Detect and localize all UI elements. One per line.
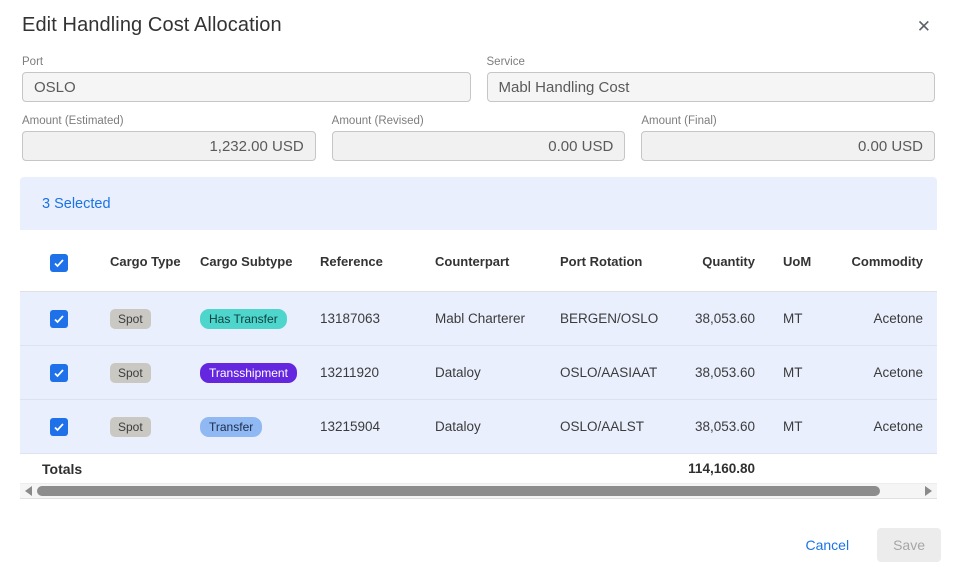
reference-cell: 13187063 — [320, 311, 381, 326]
row-checkbox-cell — [20, 363, 110, 382]
port-rotation-cell: OSLO/AALST — [560, 419, 645, 434]
col-header-reference: Reference — [320, 254, 383, 270]
table-header-row: Cargo Type Cargo Subtype Reference Count… — [20, 234, 937, 292]
cargo-type-cell: Spot — [110, 308, 200, 329]
allocation-table: 3 Selected Cargo Type Cargo Subtype Refe… — [20, 177, 937, 499]
selection-summary: 3 Selected — [42, 195, 111, 212]
row-checkbox[interactable] — [50, 417, 68, 436]
amount-final-input[interactable] — [641, 131, 936, 161]
counterpart-cell: Dataloy — [435, 419, 481, 434]
close-icon[interactable]: ✕ — [911, 14, 937, 39]
scroll-left-icon[interactable] — [25, 486, 32, 496]
service-label: Service — [486, 56, 525, 68]
port-field-group: Port — [22, 56, 471, 102]
uom-cell: MT — [783, 311, 803, 326]
commodity-cell: Acetone — [873, 311, 923, 326]
totals-label: Totals — [42, 460, 83, 477]
table-row[interactable]: Spot Transfer 13215904 Dataloy OSLO/AALS… — [20, 400, 937, 454]
service-input[interactable] — [486, 72, 935, 102]
amount-estimated-group: Amount (Estimated) — [22, 115, 316, 161]
amount-estimated-input[interactable] — [22, 131, 316, 161]
counterpart-cell: Dataloy — [435, 365, 481, 380]
amount-revised-label: Amount (Revised) — [331, 115, 424, 127]
col-header-cargo-subtype: Cargo Subtype — [200, 254, 293, 270]
cargo-subtype-cell: Transshipment — [200, 362, 320, 383]
col-header-quantity: Quantity — [702, 254, 755, 270]
select-all-checkbox[interactable] — [50, 253, 68, 272]
commodity-cell: Acetone — [873, 419, 923, 434]
cargo-type-badge: Spot — [110, 362, 151, 383]
dialog-title: Edit Handling Cost Allocation — [22, 14, 282, 36]
totals-row: Totals 114,160.80 — [20, 454, 937, 483]
cargo-type-cell: Spot — [110, 416, 200, 437]
table-row[interactable]: Spot Has Transfer 13187063 Mabl Chartere… — [20, 292, 937, 346]
row-checkbox[interactable] — [50, 363, 68, 382]
scrollbar-thumb[interactable] — [37, 486, 880, 496]
port-label: Port — [22, 56, 44, 68]
port-rotation-cell: OSLO/AASIAAT — [560, 365, 658, 380]
port-rotation-cell: BERGEN/OSLO — [560, 311, 659, 326]
cargo-type-badge: Spot — [110, 416, 151, 437]
uom-cell: MT — [783, 365, 803, 380]
form-row-port-service: Port Service — [0, 56, 957, 102]
amount-estimated-label: Amount (Estimated) — [22, 115, 124, 127]
cargo-subtype-badge: Has Transfer — [200, 308, 287, 329]
scrollbar-track[interactable] — [37, 484, 920, 498]
scroll-right-icon[interactable] — [925, 486, 932, 496]
col-header-uom: UoM — [783, 254, 812, 270]
horizontal-scrollbar[interactable] — [20, 483, 937, 499]
reference-cell: 13215904 — [320, 419, 381, 434]
counterpart-cell: Mabl Charterer — [435, 311, 526, 326]
amount-final-label: Amount (Final) — [641, 115, 717, 127]
row-checkbox-cell — [20, 417, 110, 436]
reference-cell: 13211920 — [320, 365, 380, 380]
amount-revised-input[interactable] — [331, 131, 626, 161]
dialog-header: Edit Handling Cost Allocation ✕ — [0, 0, 957, 39]
table-row[interactable]: Spot Transshipment 13211920 Dataloy OSLO… — [20, 346, 937, 400]
cancel-button[interactable]: Cancel — [805, 537, 850, 553]
quantity-cell: 38,053.60 — [694, 419, 755, 434]
row-checkbox-cell — [20, 309, 110, 328]
cargo-subtype-badge: Transshipment — [200, 362, 297, 383]
cargo-subtype-cell: Transfer — [200, 416, 320, 437]
check-icon — [54, 422, 64, 431]
check-icon — [54, 258, 64, 267]
uom-cell: MT — [783, 419, 803, 434]
selection-summary-bar: 3 Selected — [20, 177, 937, 230]
col-header-counterpart: Counterpart — [435, 254, 510, 270]
cargo-type-badge: Spot — [110, 308, 151, 329]
port-input[interactable] — [22, 72, 471, 102]
check-icon — [54, 314, 64, 323]
dialog-footer: Cancel Save — [0, 516, 957, 574]
header-checkbox-cell — [20, 253, 110, 272]
amount-revised-group: Amount (Revised) — [331, 115, 626, 161]
totals-quantity: 114,160.80 — [688, 461, 755, 476]
col-header-port-rotation: Port Rotation — [560, 254, 643, 270]
cargo-subtype-cell: Has Transfer — [200, 308, 320, 329]
save-button[interactable]: Save — [877, 528, 941, 562]
col-header-commodity: Commodity — [851, 254, 924, 270]
form-row-amounts: Amount (Estimated) Amount (Revised) Amou… — [0, 115, 957, 161]
amount-final-group: Amount (Final) — [641, 115, 936, 161]
quantity-cell: 38,053.60 — [694, 311, 755, 326]
service-field-group: Service — [486, 56, 935, 102]
check-icon — [54, 368, 64, 377]
col-header-cargo-type: Cargo Type — [110, 254, 181, 270]
cargo-type-cell: Spot — [110, 362, 200, 383]
row-checkbox[interactable] — [50, 309, 68, 328]
commodity-cell: Acetone — [873, 365, 923, 380]
quantity-cell: 38,053.60 — [694, 365, 755, 380]
cargo-subtype-badge: Transfer — [200, 416, 263, 437]
